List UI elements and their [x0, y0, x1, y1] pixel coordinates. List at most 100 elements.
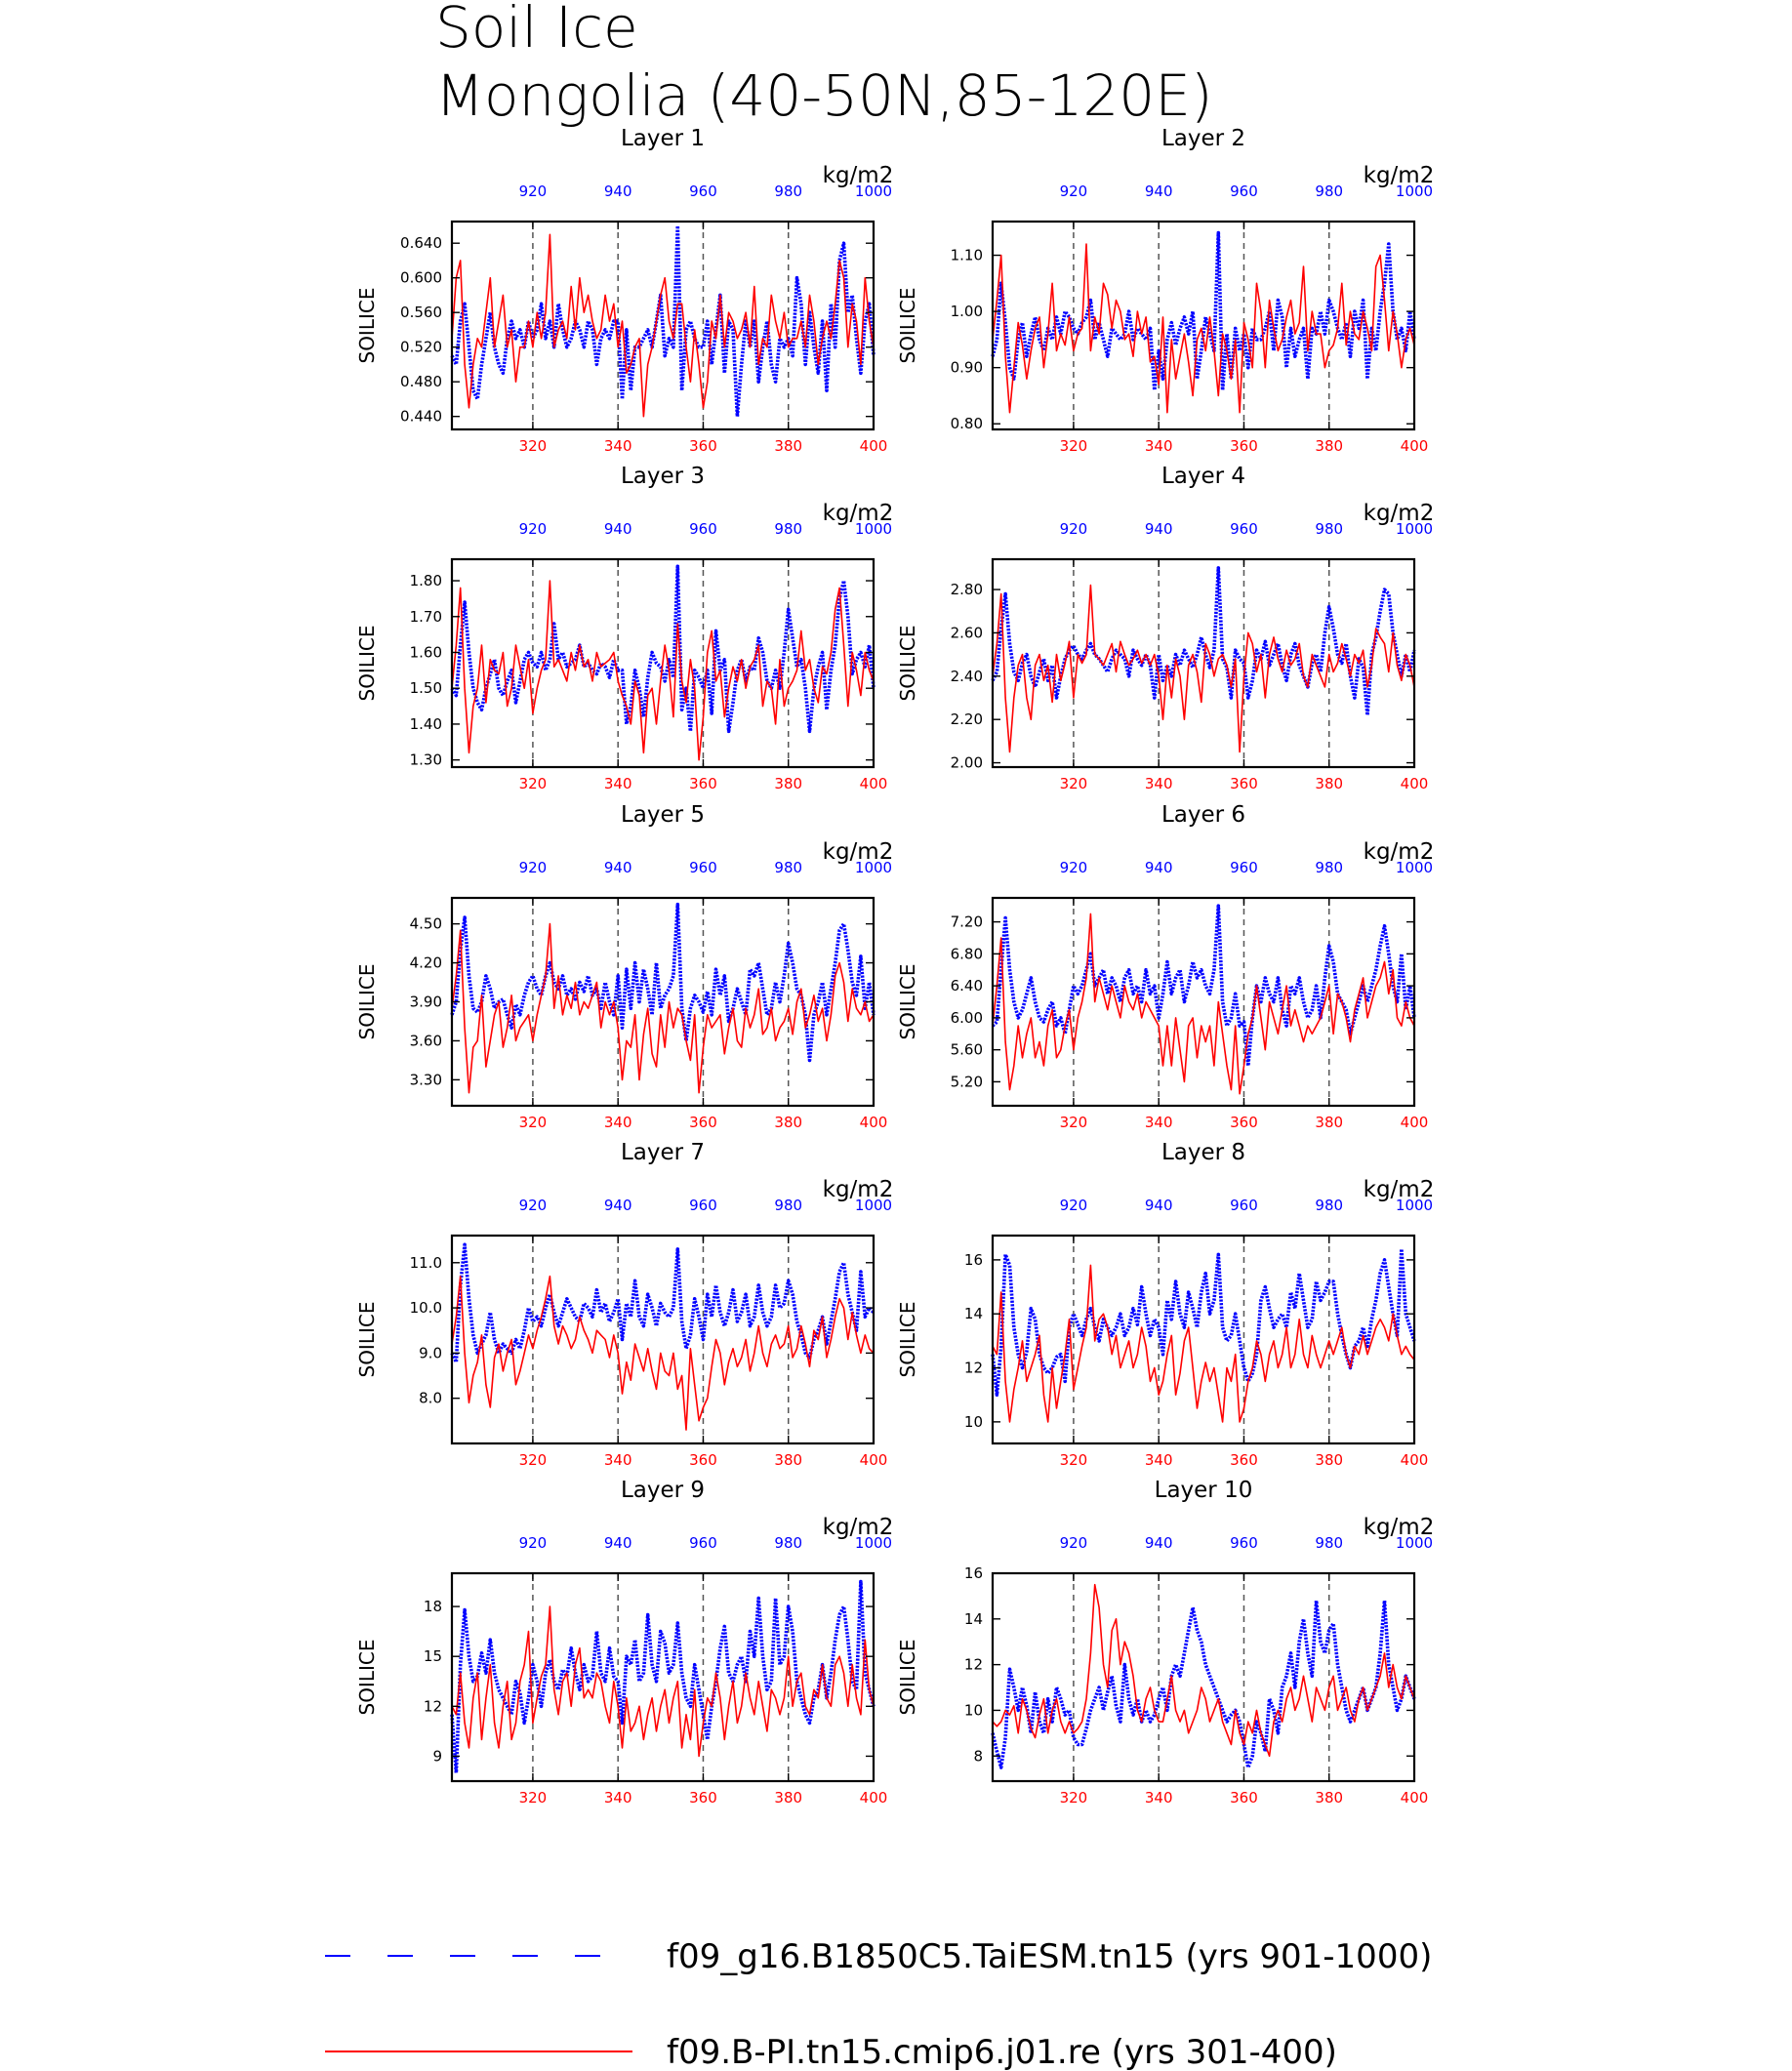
x-tick-label-bottom: 340 [604, 1114, 632, 1131]
y-tick-label: 14 [964, 1305, 983, 1322]
x-tick-label-top: 960 [1230, 1534, 1258, 1552]
y-tick-label: 0.640 [400, 234, 442, 252]
y-axis-label: SOILICE [355, 1640, 379, 1716]
y-tick-label: 9.0 [419, 1344, 442, 1361]
y-tick-label: 3.90 [410, 994, 442, 1011]
panel-grid: Layer 1 kg/m2 SOILICE 0.440 0.480 0.520 0.560 0… [355, 126, 1434, 1807]
x-tick-label-bottom: 380 [1315, 1789, 1343, 1807]
x-tick-label-top: 920 [1060, 183, 1088, 200]
y-tick-label: 0.440 [400, 408, 442, 426]
x-tick-label-bottom: 340 [604, 1789, 632, 1807]
x-tick-label-top: 940 [1145, 1197, 1173, 1214]
x-tick-label-top: 940 [1145, 859, 1173, 876]
panel-title: Layer 6 [1161, 802, 1245, 828]
series-line-taiesm [450, 1242, 876, 1364]
panel-layer-6: Layer 6 kg/m2 SOILICE 5.20 5.60 6.00 6.40 6.80 7… [896, 802, 1434, 1131]
series-line-cmip6 [451, 922, 875, 1094]
unit-label: kg/m2 [1364, 839, 1435, 865]
y-tick-label: 4.50 [410, 915, 442, 933]
x-tick-label-bottom: 340 [604, 437, 632, 455]
x-tick-label-top: 980 [774, 520, 802, 538]
x-tick-label-top: 980 [774, 1534, 802, 1552]
x-tick-label-top: 920 [1060, 1197, 1088, 1214]
x-tick-label-top: 940 [604, 183, 632, 200]
x-tick-label-bottom: 360 [689, 1114, 717, 1131]
x-tick-label-top: 980 [1315, 1197, 1343, 1214]
y-axis-label: SOILICE [896, 964, 919, 1040]
x-tick-label-bottom: 340 [604, 775, 632, 792]
unit-label: kg/m2 [823, 1515, 894, 1540]
x-tick-label-bottom: 360 [1230, 1114, 1258, 1131]
x-tick-label-bottom: 380 [1315, 1451, 1343, 1469]
y-tick-label: 0.600 [400, 269, 442, 287]
plot-frame [450, 1234, 876, 1445]
x-tick-label-bottom: 360 [689, 1789, 717, 1807]
x-tick-label-bottom: 320 [1060, 1114, 1088, 1131]
series-line-taiesm [450, 564, 876, 734]
y-tick-label: 8.0 [419, 1390, 442, 1407]
y-tick-label: 1.40 [410, 715, 442, 733]
x-tick-label-top: 960 [689, 1534, 717, 1552]
x-tick-label-bottom: 320 [519, 775, 548, 792]
x-tick-label-bottom: 380 [774, 437, 802, 455]
x-tick-label-bottom: 340 [1145, 1789, 1173, 1807]
unit-label: kg/m2 [1364, 163, 1435, 188]
panel-title: Layer 2 [1161, 126, 1245, 151]
plot-frame [991, 557, 1416, 769]
series-line-taiesm [991, 904, 1416, 1068]
panel-layer-9: Layer 9 kg/m2 SOILICE 9 12 15 18 320 340 360 380 40… [355, 1478, 893, 1807]
panel-layer-4: Layer 4 kg/m2 SOILICE 2.00 2.20 2.40 2.60 2.80 3… [896, 464, 1434, 792]
figure-title-line2: Mongolia (40-50N,85-120E) [435, 62, 1212, 129]
x-tick-label-top: 980 [774, 183, 802, 200]
x-tick-label-top: 960 [1230, 183, 1258, 200]
x-tick-label-bottom: 400 [860, 437, 888, 455]
y-tick-label: 0.90 [951, 359, 983, 377]
y-axis-label: SOILICE [355, 288, 379, 364]
panel-layer-3: Layer 3 kg/m2 SOILICE 1.30 1.40 1.50 1.60 1.70 1… [355, 464, 893, 792]
x-tick-label-bottom: 320 [1060, 1451, 1088, 1469]
x-tick-label-bottom: 380 [774, 1789, 802, 1807]
unit-label: kg/m2 [1364, 1177, 1435, 1202]
series-line-cmip6 [992, 1264, 1415, 1423]
x-tick-label-top: 960 [689, 183, 717, 200]
panel-layer-2: Layer 2 kg/m2 SOILICE 0.80 0.90 1.00 1.10 320 34… [896, 126, 1434, 455]
y-tick-label: 9 [432, 1747, 442, 1765]
x-tick-label-bottom: 380 [1315, 437, 1343, 455]
y-tick-label: 15 [424, 1647, 442, 1665]
series-line-cmip6 [451, 233, 875, 418]
unit-label: kg/m2 [823, 839, 894, 865]
y-tick-label: 1.00 [951, 303, 983, 320]
y-axis-label: SOILICE [355, 964, 379, 1040]
panel-title: Layer 3 [621, 464, 705, 489]
x-tick-label-top: 920 [1060, 1534, 1088, 1552]
series-line-cmip6 [992, 1583, 1415, 1758]
plot-frame [991, 1234, 1416, 1445]
x-tick-label-bottom: 400 [1401, 1451, 1429, 1469]
x-tick-label-top: 920 [519, 520, 548, 538]
x-tick-label-top: 1000 [1396, 1197, 1433, 1214]
y-tick-label: 2.00 [951, 754, 983, 772]
x-tick-label-top: 940 [1145, 1534, 1173, 1552]
x-tick-label-bottom: 340 [1145, 437, 1173, 455]
unit-label: kg/m2 [1364, 1515, 1435, 1540]
plot-frame [991, 896, 1416, 1108]
y-tick-label: 1.60 [410, 643, 442, 661]
y-tick-label: 10 [964, 1701, 983, 1719]
x-tick-label-bottom: 360 [1230, 775, 1258, 792]
x-tick-label-top: 1000 [1396, 520, 1433, 538]
x-tick-label-top: 1000 [855, 859, 892, 876]
series-line-taiesm [991, 566, 1416, 717]
panel-title: Layer 7 [621, 1140, 705, 1165]
x-tick-label-top: 980 [1315, 1534, 1343, 1552]
unit-label: kg/m2 [823, 501, 894, 526]
y-tick-label: 6.00 [951, 1009, 983, 1027]
x-tick-label-bottom: 340 [1145, 1451, 1173, 1469]
x-tick-label-top: 940 [604, 1534, 632, 1552]
x-tick-label-top: 940 [604, 859, 632, 876]
panel-layer-1: Layer 1 kg/m2 SOILICE 0.440 0.480 0.520 0.560 0… [355, 126, 893, 455]
x-tick-label-top: 1000 [1396, 1534, 1433, 1552]
y-tick-label: 1.10 [951, 247, 983, 264]
y-tick-label: 2.60 [951, 624, 983, 641]
y-tick-label: 5.60 [951, 1041, 983, 1059]
x-tick-label-bottom: 380 [774, 775, 802, 792]
